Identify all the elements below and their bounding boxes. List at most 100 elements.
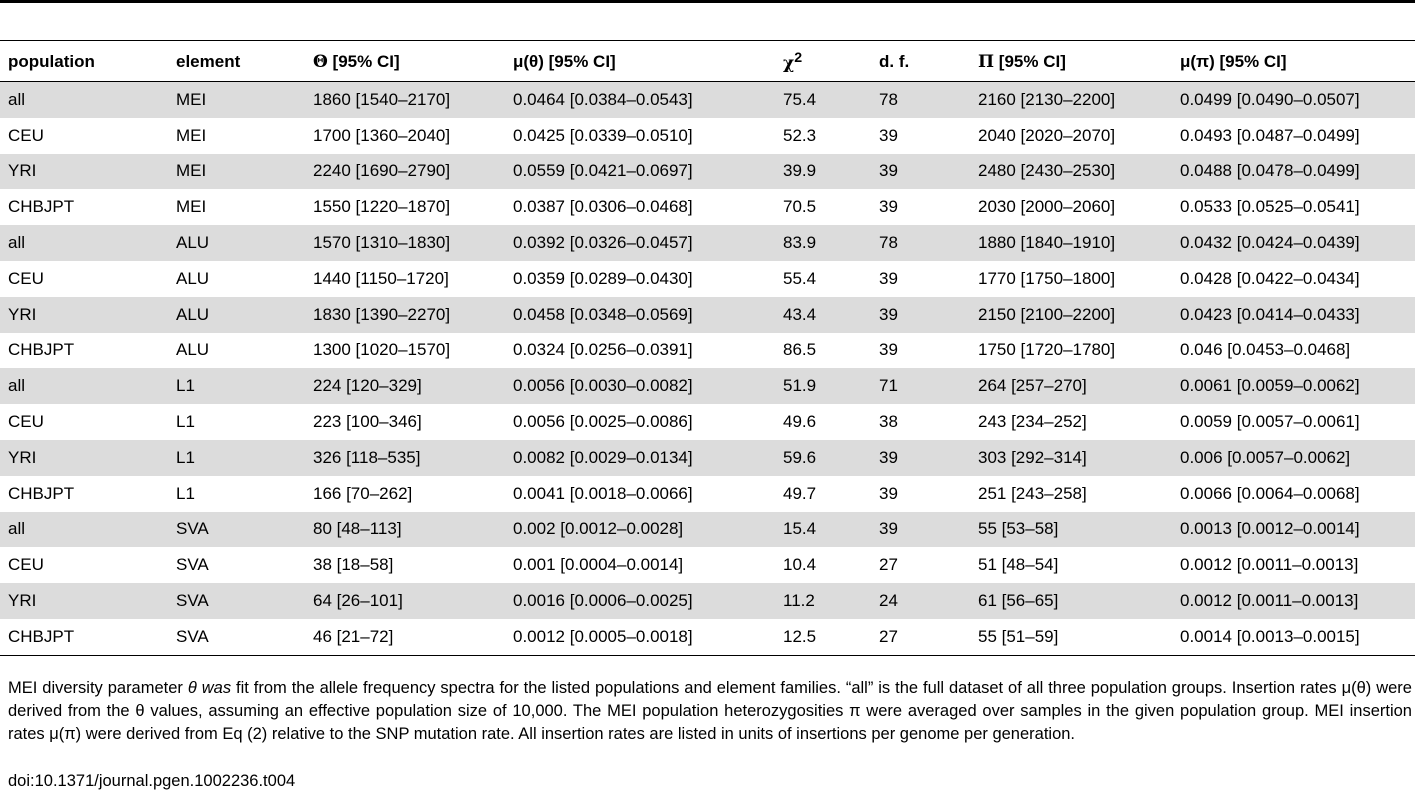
footnote-part2: fit from the allele frequency spectra fo… (8, 679, 1412, 743)
cell-pi: 243 [234–252] (978, 412, 1087, 432)
cell-df: 39 (879, 125, 898, 145)
table-row: all ALU 1570 [1310–1830] 0.0392 [0.0326–0.0… (0, 225, 1415, 261)
cell-mu-theta: 0.0041 [0.0018–0.0066] (513, 483, 693, 503)
cell-element: SVA (176, 555, 209, 575)
cell-mu-theta: 0.0082 [0.0029–0.0134] (505, 439, 775, 476)
cell-chi2: 11.2 (775, 583, 871, 619)
table-footnote: MEI diversity parameter θ was fit from t… (8, 677, 1412, 746)
cell-mu-theta: 0.0324 [0.0256–0.0391] (513, 340, 693, 360)
cell-population: YRI (0, 153, 168, 190)
col-header-mu-pi: μ(π) [95% CI] (1172, 43, 1415, 82)
cell-mu-theta: 0.0012 [0.0005–0.0018] (505, 618, 775, 656)
cell-population: CEU (8, 268, 44, 288)
cell-df: 78 (871, 81, 970, 118)
theta-ci-label: [95% CI] (327, 52, 400, 71)
cell-pi: 2040 [2020–2070] (978, 125, 1116, 145)
cell-df: 39 (871, 439, 970, 476)
table-row: CHBJPT ALU 1300 [1020–1570] 0.0324 [0.0256–… (0, 333, 1415, 369)
cell-population: CHBJPT (8, 483, 75, 503)
cell-population: CHBJPT (8, 340, 75, 360)
table-row: CHBJPT MEI 1550 [1220–1870] 0.0387 [0.0306–… (0, 189, 1415, 225)
cell-chi2: 10.4 (783, 555, 817, 575)
cell-population: YRI (0, 583, 168, 619)
cell-mu-theta: 0.001 [0.0004–0.0014] (513, 555, 684, 575)
cell-pi: 2160 [2130–2200] (970, 81, 1172, 118)
cell-mu-theta: 0.0458 [0.0348–0.0569] (505, 296, 775, 333)
cell-df: 24 (871, 583, 970, 619)
cell-element: SVA (168, 583, 305, 619)
cell-mu-theta: 0.0392 [0.0326–0.0457] (505, 225, 775, 261)
cell-theta: 64 [26–101] (305, 583, 505, 619)
cell-mu-pi: 0.0012 [0.0011–0.0013] (1180, 555, 1359, 575)
cell-mu-pi: 0.0533 [0.0525–0.0541] (1180, 197, 1360, 217)
cell-population: CEU (8, 412, 44, 432)
cell-pi: 1770 [1750–1800] (978, 268, 1116, 288)
cell-df: 39 (871, 153, 970, 190)
mei-diversity-table: population element Θ [95% CI] μ(θ) [95% … (0, 43, 1415, 656)
cell-theta: 1300 [1020–1570] (313, 340, 451, 360)
cell-theta: 326 [118–535] (305, 439, 505, 476)
cell-pi: 55 [51–59] (970, 618, 1172, 656)
cell-theta: 1570 [1310–1830] (305, 225, 505, 261)
cell-population: CHBJPT (8, 197, 75, 217)
cell-population: YRI (0, 296, 168, 333)
cell-mu-pi: 0.0013 [0.0012–0.0014] (1172, 511, 1415, 548)
cell-chi2: 15.4 (775, 511, 871, 548)
cell-chi2: 55.4 (783, 268, 817, 288)
table-row: YRI ALU 1830 [1390–2270] 0.0458 [0.0348–0.0… (0, 296, 1415, 333)
cell-population: all (0, 368, 168, 405)
cell-df: 27 (879, 555, 898, 575)
cell-population: CHBJPT (0, 618, 168, 656)
cell-pi: 1750 [1720–1780] (978, 340, 1116, 360)
cell-theta: 166 [70–262] (313, 483, 413, 503)
cell-df: 27 (871, 618, 970, 656)
cell-chi2: 51.9 (775, 368, 871, 405)
cell-theta: 1440 [1150–1720] (313, 268, 449, 288)
chi-superscript: 2 (794, 50, 803, 67)
cell-df: 39 (871, 511, 970, 548)
cell-chi2: 49.7 (783, 483, 817, 503)
cell-theta: 1830 [1390–2270] (305, 296, 505, 333)
cell-mu-theta: 0.0464 [0.0384–0.0543] (505, 81, 775, 118)
cell-mu-pi: 0.0493 [0.0487–0.0499] (1180, 125, 1360, 145)
cell-element: L1 (176, 412, 195, 432)
table-row: YRI SVA 64 [26–101] 0.0016 [0.0006–0.0025] 1… (0, 583, 1415, 619)
cell-chi2: 49.6 (783, 412, 817, 432)
chi-symbol: χ (783, 53, 795, 74)
cell-chi2: 86.5 (783, 340, 817, 360)
cell-mu-theta: 0.0359 [0.0289–0.0430] (513, 268, 693, 288)
cell-element: MEI (168, 81, 305, 118)
cell-chi2: 12.5 (775, 618, 871, 656)
pi-ci-label: [95% CI] (994, 52, 1066, 71)
cell-theta: 1700 [1360–2040] (313, 125, 451, 145)
cell-element: MEI (176, 197, 207, 217)
cell-population: CEU (8, 555, 44, 575)
cell-theta: 1860 [1540–2170] (305, 81, 505, 118)
cell-df: 71 (871, 368, 970, 405)
cell-df: 39 (879, 340, 898, 360)
cell-mu-pi: 0.0014 [0.0013–0.0015] (1172, 618, 1415, 656)
cell-population: YRI (0, 439, 168, 476)
cell-element: ALU (176, 268, 210, 288)
cell-mu-pi: 0.0432 [0.0424–0.0439] (1172, 225, 1415, 261)
cell-mu-pi: 0.0059 [0.0057–0.0061] (1180, 412, 1360, 432)
col-header-mu-theta: μ(θ) [95% CI] (505, 43, 775, 82)
cell-chi2: 43.4 (775, 296, 871, 333)
cell-mu-pi: 0.006 [0.0057–0.0062] (1172, 439, 1415, 476)
cell-theta: 1550 [1220–1870] (313, 197, 451, 217)
cell-pi: 2030 [2000–2060] (978, 197, 1116, 217)
cell-population: all (0, 511, 168, 548)
cell-element: L1 (176, 483, 195, 503)
col-header-chi-squared: χ2 (775, 43, 871, 82)
cell-df: 38 (879, 412, 898, 432)
cell-element: MEI (176, 125, 207, 145)
cell-chi2: 59.6 (775, 439, 871, 476)
col-header-df: d. f. (871, 43, 970, 82)
cell-pi: 55 [53–58] (970, 511, 1172, 548)
cell-pi: 264 [257–270] (970, 368, 1172, 405)
cell-theta: 223 [100–346] (313, 412, 422, 432)
cell-element: L1 (168, 439, 305, 476)
cell-mu-theta: 0.0056 [0.0030–0.0082] (505, 368, 775, 405)
table-row: CEU L1 223 [100–346] 0.0056 [0.0025–0.0086]… (0, 404, 1415, 440)
cell-df: 39 (879, 483, 898, 503)
